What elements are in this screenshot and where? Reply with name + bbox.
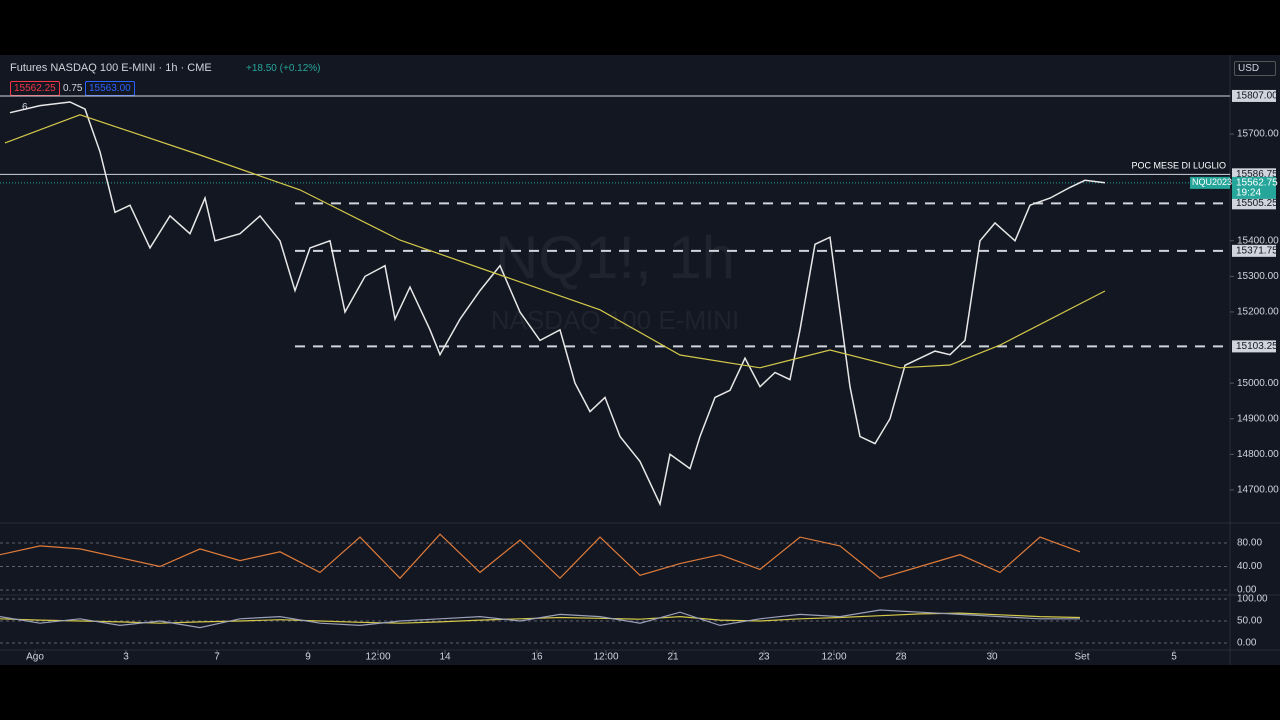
price-level-label: 15807.00 [1236,91,1278,102]
watermark-sub: NASDAQ 100 E-MINI [491,305,740,335]
oscillator-line [0,609,1080,629]
x-tick-label: 21 [667,652,679,663]
osc-tick-label: 0.00 [1237,585,1257,596]
osc-tick-label: 100.00 [1237,594,1268,605]
x-tick-label: 12:00 [821,652,846,663]
y-tick-label: 15200.00 [1237,307,1279,318]
osc-tick-label: 80.00 [1237,538,1262,549]
symbol-label: NQU2023 [1192,177,1232,187]
oscillator-line [0,533,1081,580]
x-tick-label: 14 [439,652,451,663]
y-tick-label: 15700.00 [1237,129,1279,140]
last-price-countdown: 19:24 [1236,188,1261,199]
last-price-box [1232,176,1276,199]
x-tick-label: 9 [305,652,311,663]
x-tick-label: 12:00 [593,652,618,663]
price-level-box [1232,244,1276,257]
change: +18.50 (+0.12%) [246,63,321,74]
x-tick-label: 30 [986,652,998,663]
price-level-box [1232,89,1276,102]
x-tick-label: 16 [531,652,543,663]
x-tick-label: 3 [123,652,129,663]
watermark: NQ1!, 1h [495,224,735,291]
y-tick-label: 14800.00 [1237,449,1279,460]
price-level-box [1232,340,1276,353]
price-level-label: 15103.25 [1236,341,1278,352]
osc-tick-label: 0.00 [1237,638,1257,649]
x-tick-label: 7 [214,652,220,663]
y-tick-label: 14700.00 [1237,485,1279,496]
x-tick-label: 12:00 [365,652,390,663]
chart-frame [0,55,1280,665]
price-level-label: 15586.75 [1236,169,1278,180]
price-level-note: POC MESE DI LUGLIO [1131,161,1226,171]
x-tick-label: Ago [26,652,44,663]
x-tick-label: Set [1074,652,1089,663]
y-tick-label: 15300.00 [1237,271,1279,282]
price-level-label: 15505.25 [1236,198,1278,209]
price-line [9,101,1106,507]
currency[interactable]: USD [1234,61,1276,76]
indicator-count[interactable]: 6 [22,102,28,113]
x-tick-label: 5 [1171,652,1177,663]
price-level-label: 15371.75 [1236,245,1278,256]
y-tick-label: 15400.00 [1237,235,1279,246]
osc-tick-label: 50.00 [1237,616,1262,627]
x-tick-label: 28 [895,652,907,663]
symbol-title[interactable]: Futures NASDAQ 100 E-MINI · 1h · CME [10,62,212,74]
y-tick-label: 15000.00 [1237,378,1279,389]
osc-tick-label: 40.00 [1237,561,1262,572]
spread: 0.75 [63,83,83,94]
price-line [4,114,1106,369]
price-level-box [1232,197,1276,210]
last-price-label: 15562.75 [1236,178,1278,189]
symbol-box [1190,176,1230,189]
x-tick-label: 23 [758,652,770,663]
y-tick-label: 14900.00 [1237,413,1279,424]
